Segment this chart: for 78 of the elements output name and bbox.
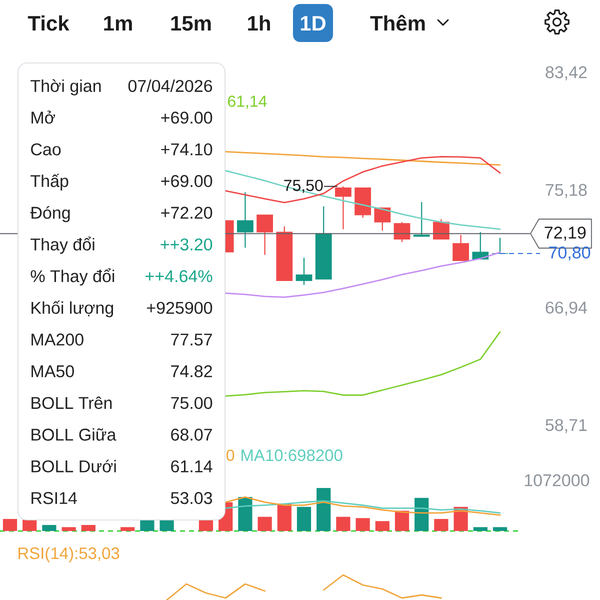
candlestick [433,218,450,240]
ref-line-label: 72,19 [544,226,586,241]
annotation: ++4.64% [146,270,212,282]
annotation: MA50 [32,365,74,378]
candlestick [452,234,469,262]
text: Tick [28,15,70,31]
bar [238,497,252,531]
bar [336,516,350,531]
annotation: Cao [31,143,61,156]
y-tick-label: 66,94 [546,302,587,316]
bar [2,518,18,531]
bar [277,504,292,531]
text: 15m [171,16,211,31]
annotation: Khối lượng [32,300,114,318]
bar [140,520,154,531]
line-series [224,150,501,166]
annotation: Thay đổi [30,236,94,254]
bar [81,524,96,531]
annotation: MA200 [32,334,84,346]
text: 1072000 [524,474,590,486]
bar [356,518,370,531]
text: 61.14 [171,460,212,472]
annotation: Thấp [30,174,68,190]
text: 1h [248,15,270,31]
text: BOLL Giữa [32,428,116,441]
bar [22,520,37,531]
candlestick [256,214,273,256]
text: Thêm [370,14,425,31]
annotation: 53.03 [170,492,212,504]
y-tick-label: 75,18 [546,184,587,198]
annotation: +74.10 [161,143,212,156]
annotation: ++3.20 [160,238,212,250]
text: RSI(14):53,03 [18,546,120,562]
annotation: 77.57 [171,334,212,346]
bar [434,518,448,531]
candlestick [413,202,430,237]
annotation: +69.00 [161,175,212,188]
bar [42,524,56,531]
bar [473,527,488,531]
bar [296,506,312,531]
bar [258,516,272,531]
y-tick-label: 58,71 [546,419,587,434]
annotation: 07/04/2026 [128,80,212,92]
ref-line-label: 70,80 [549,246,590,260]
annotation: Mở [32,110,56,124]
text: BOLL Dưới [32,460,116,472]
annotation: 74.82 [171,365,212,378]
bar [62,527,76,531]
bar [492,527,508,531]
annotation: 75.00 [171,396,212,409]
text: 1m [104,16,132,31]
annotation: +925900 [146,302,212,314]
annotation: RSI14 [32,492,77,504]
bar [375,521,390,531]
bar [198,520,214,531]
text: MA10:698200 [242,449,342,462]
bar [414,498,429,531]
text: 0 [226,450,234,461]
candlestick [374,207,391,232]
annotation: Thời gian [30,79,101,96]
annotation: 61,14 [228,96,267,109]
annotation: Đóng [30,206,70,222]
text: 68.07 [171,428,212,441]
text: 1D [300,16,326,31]
annotation: +72.20 [161,206,212,219]
annotation: +69.00 [161,112,212,124]
bar [120,527,135,531]
y-tick-label: 83,42 [546,66,587,80]
bar [394,510,410,531]
candlestick [237,192,254,248]
line-series [224,252,501,298]
annotation: 75,50 [284,180,323,193]
annotation: % Thay đổi [30,268,114,286]
candlestick [394,222,410,243]
bar [316,488,331,531]
bar [160,520,174,531]
candlestick [296,257,312,286]
annotation: BOLL Trên [32,396,112,409]
